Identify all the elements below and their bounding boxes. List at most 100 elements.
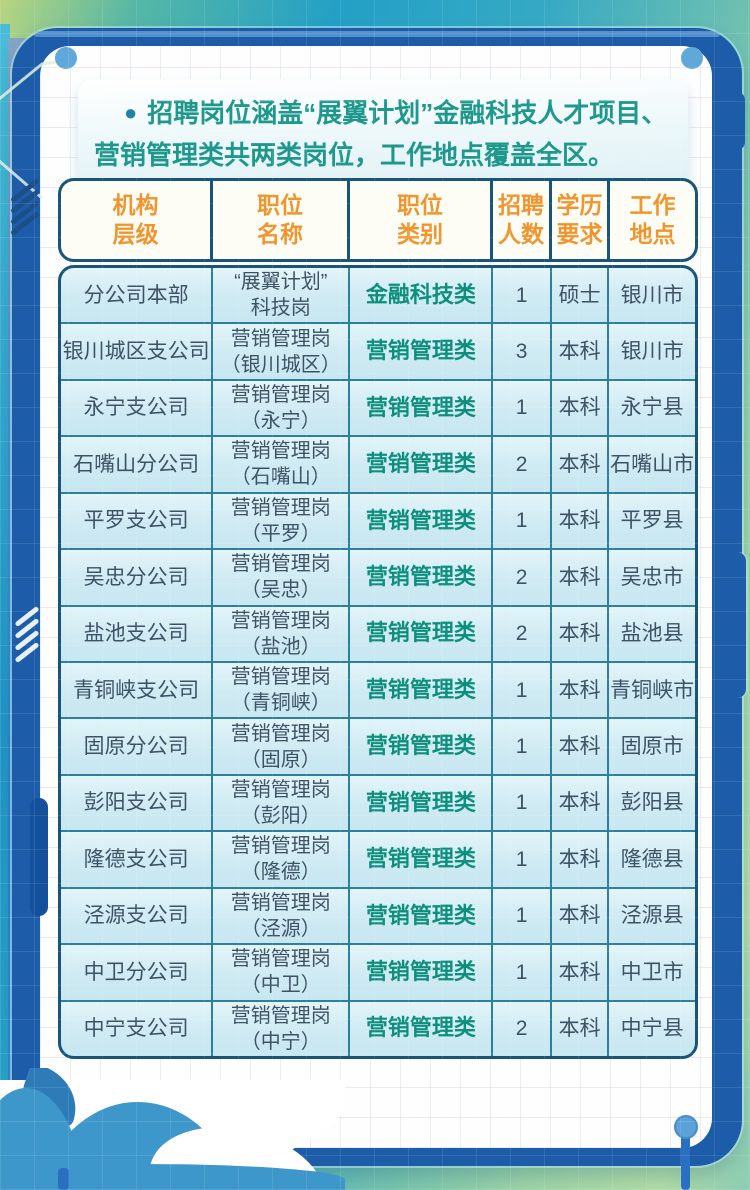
table-cell: 1 [493,945,550,1000]
table-cell: 1 [493,380,550,436]
wave-decoration [0,1068,345,1190]
table-cell: 银川市 [609,324,695,379]
table-cell: 3 [493,324,550,379]
table-cell: 营销管理岗 （平罗） [213,493,349,549]
table-cell: 本科 [551,888,608,944]
table-cell: 营销管理类 [350,832,492,887]
table-cell: 中卫分公司 [61,945,212,1000]
table-cell: 营销管理类 [350,888,492,944]
table-cell: 平罗支公司 [61,493,212,549]
table-cell: 1 [493,662,550,718]
pin-line-decoration [681,1126,690,1190]
table-cell: 彭阳县 [609,775,695,831]
table-cell: 1 [493,719,550,774]
table-cell: 本科 [551,324,608,379]
table-cell: 营销管理岗 （隆德） [213,832,349,887]
table-cell: 永宁支公司 [61,380,212,436]
table-cell: 1 [493,775,550,831]
table-cell: 本科 [551,1001,608,1056]
frame-notch-decoration [735,552,746,698]
table-cell: 营销管理类 [350,775,492,831]
table-cell: 营销管理类 [350,719,492,774]
column-header: 职位 名称 [213,181,347,259]
table-cell: 固原分公司 [61,719,212,774]
notch-pill-decoration [30,798,48,916]
table-cell: 石嘴山分公司 [61,437,212,492]
callout-card: ● 招聘岗位涵盖“展翼计划”金融科技人才项目、 营销管理类共两类岗位，工作地点覆盖… [78,80,688,192]
table-cell: 营销管理岗 （青铜峡） [213,662,349,718]
table-cell: 营销管理岗 （吴忠） [213,550,349,605]
table-cell: 营销管理岗 （彭阳） [213,775,349,831]
table-cell: 营销管理类 [350,493,492,549]
table-cell: 营销管理岗 （盐池） [213,606,349,661]
table-cell: “展翼计划” 科技岗 [213,268,349,323]
table-cell: 本科 [551,493,608,549]
table-cell: 营销管理岗 （固原） [213,719,349,774]
table-cell: 营销管理类 [350,550,492,605]
table-cell: 本科 [551,437,608,492]
table-cell: 金融科技类 [350,268,492,323]
table-cell: 本科 [551,719,608,774]
table-cell: 本科 [551,550,608,605]
table-cell: 石嘴山市 [609,437,695,492]
table-cell: 固原市 [609,719,695,774]
table-cell: 吴忠市 [609,550,695,605]
table-cell: 泾源支公司 [61,888,212,944]
table-cell: 营销管理类 [350,1001,492,1056]
table-cell: 泾源县 [609,888,695,944]
table-cell: 营销管理类 [350,606,492,661]
column-header: 职位 类别 [350,181,490,259]
column-header: 工作 地点 [610,181,695,259]
table-cell: 本科 [551,662,608,718]
table-cell: 隆德县 [609,832,695,887]
table-cell: 2 [493,1001,550,1056]
table-cell: 营销管理类 [350,437,492,492]
table-cell: 盐池县 [609,606,695,661]
table-body: 分公司本部 “展翼计划” 科技岗 金融科技类 1 硕士 银川市 银川城区支公司 营销管理岗 （… [58,265,698,1059]
callout-line-2: 营销管理类共两类岗位，工作地点覆盖全区。 [94,139,615,170]
table-cell: 1 [493,493,550,549]
table-cell: 本科 [551,945,608,1000]
hexagon-decoration [0,58,71,200]
table-cell: 营销管理类 [350,662,492,718]
table-cell: 1 [493,832,550,887]
table-cell: 营销管理岗 （泾源） [213,888,349,944]
table-cell: 2 [493,437,550,492]
table-cell: 营销管理岗 （中宁） [213,1001,349,1056]
table-cell: 盐池支公司 [61,606,212,661]
table-cell: 银川市 [609,268,695,323]
pin-line-decoration [58,1168,69,1190]
table-cell: 中宁支公司 [61,1001,212,1056]
table-cell: 营销管理岗 （永宁） [213,380,349,436]
table-header-row: 机构 层级 职位 名称 职位 类别 招聘 人数 学历 要求 工作 地点 [58,178,698,262]
pin-dot-icon [681,47,703,69]
frame-notch-decoration [736,92,745,150]
table-cell: 青铜峡市 [609,662,695,718]
table-cell: 吴忠分公司 [61,550,212,605]
table-cell: 彭阳支公司 [61,775,212,831]
table-cell: 永宁县 [609,380,695,436]
table-cell: 青铜峡支公司 [61,662,212,718]
column-header: 招聘 人数 [493,181,549,259]
table-cell: 中宁县 [609,1001,695,1056]
column-header: 机构 层级 [61,181,210,259]
callout-text: 招聘岗位涵盖“展翼计划”金融科技人才项目、 [147,98,668,128]
table-cell: 隆德支公司 [61,832,212,887]
table-cell: 营销管理类 [350,945,492,1000]
wave-base [0,1164,345,1190]
table-cell: 营销管理岗 （石嘴山） [213,437,349,492]
table-cell: 本科 [551,832,608,887]
table-cell: 平罗县 [609,493,695,549]
pin-dot-icon [55,47,77,69]
table-cell: 分公司本部 [61,268,212,323]
table-cell: 银川城区支公司 [61,324,212,379]
table-cell: 1 [493,268,550,323]
bullet-icon: ● [124,100,138,125]
callout-line-1: ● 招聘岗位涵盖“展翼计划”金融科技人才项目、 [124,93,672,135]
table-cell: 本科 [551,606,608,661]
table-cell: 2 [493,606,550,661]
pin-head-icon [674,1115,698,1139]
table-cell: 营销管理岗 （银川城区） [213,324,349,379]
table-cell: 2 [493,550,550,605]
table-cell: 营销管理岗 （中卫） [213,945,349,1000]
